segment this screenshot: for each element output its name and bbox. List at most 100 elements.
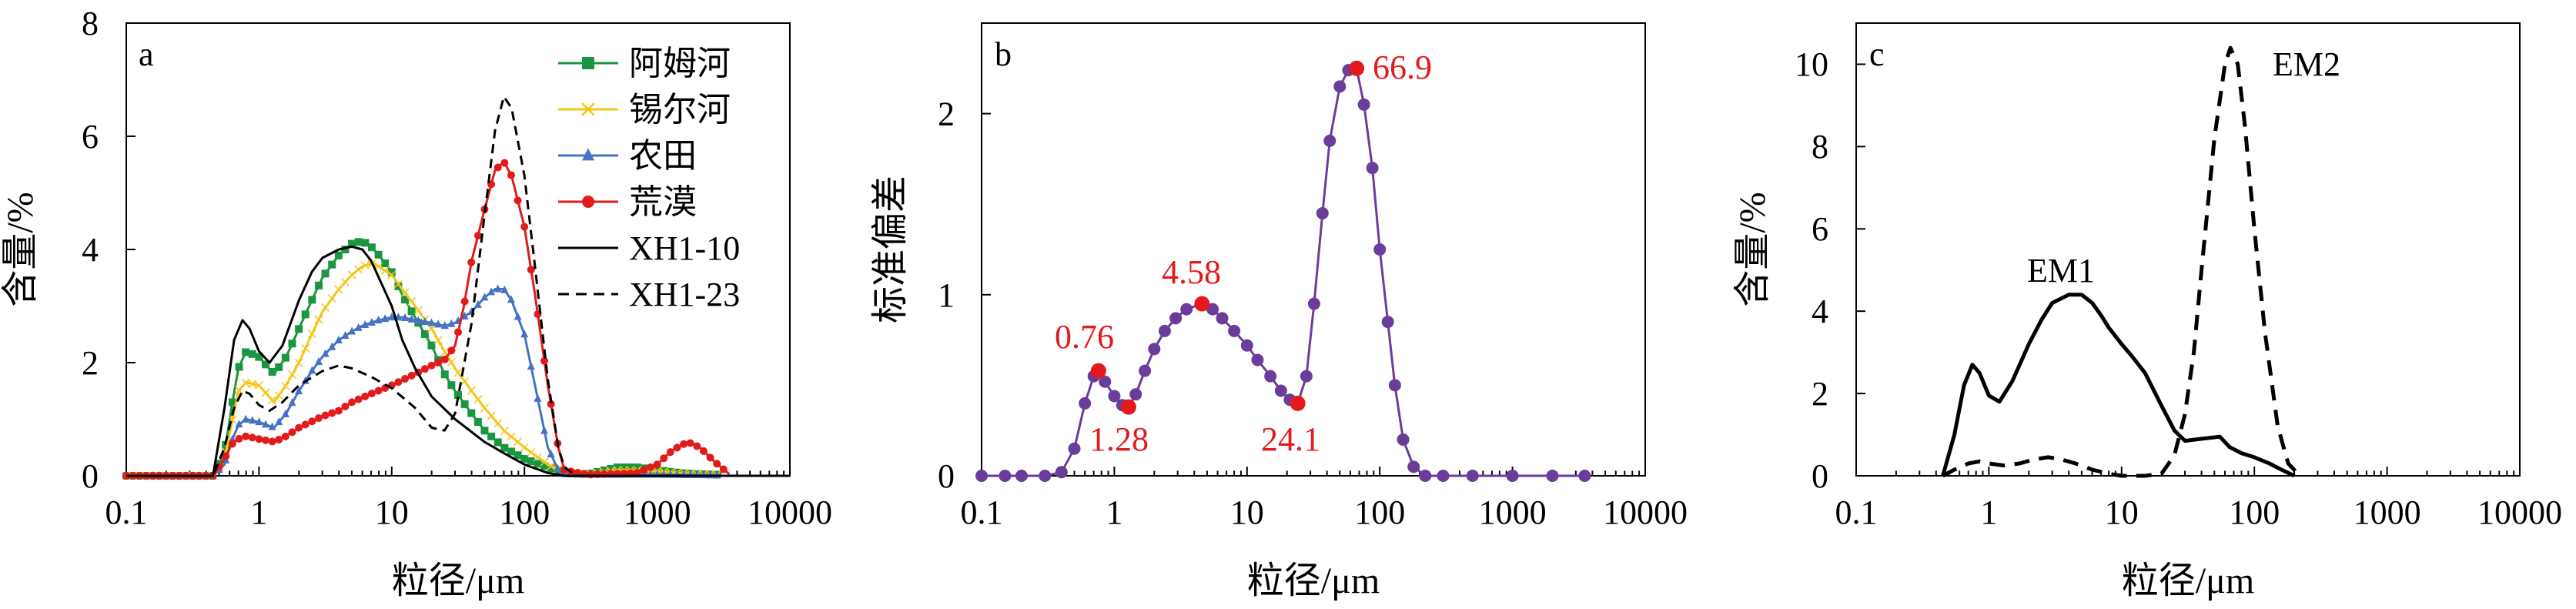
panel-b-xtick: 0.1 <box>961 494 1003 531</box>
panel-c-ytick: 0 <box>1812 457 1828 495</box>
data-point <box>999 470 1012 482</box>
panel-b-label: b <box>995 35 1012 73</box>
data-point <box>294 358 303 367</box>
data-point <box>420 330 429 338</box>
data-point <box>348 398 356 407</box>
data-point <box>594 470 602 479</box>
panel-a-ytick: 2 <box>82 344 99 382</box>
data-point <box>307 329 316 339</box>
data-point <box>713 460 721 468</box>
data-point <box>514 312 522 320</box>
data-point <box>394 282 403 290</box>
data-point <box>328 260 336 269</box>
data-point <box>401 375 410 383</box>
data-point <box>387 270 396 279</box>
data-point <box>620 463 628 471</box>
panel-c-xtick: 1000 <box>2354 494 2421 531</box>
data-point <box>228 398 236 407</box>
data-point <box>473 231 482 239</box>
data-point <box>328 409 336 417</box>
data-point <box>222 452 230 460</box>
data-point <box>374 250 383 259</box>
panel-c-ytick: 4 <box>1812 293 1828 330</box>
data-point <box>268 422 276 430</box>
data-point <box>255 435 263 443</box>
data-point <box>400 288 410 297</box>
data-point <box>275 435 283 443</box>
data-point <box>460 376 470 386</box>
series-line-XH1-23 <box>126 95 790 477</box>
data-point <box>1323 134 1337 147</box>
series-line-XH1-10 <box>126 245 790 477</box>
panel-b-y-axis-title: 标准偏差 <box>870 176 911 323</box>
data-point <box>527 266 535 274</box>
data-point <box>493 419 503 428</box>
panel-b-annotation: 1.28 <box>1089 420 1149 458</box>
highlight-point <box>1290 395 1306 411</box>
data-point <box>334 285 343 294</box>
data-point <box>673 443 681 452</box>
panel-a-ytick: 6 <box>82 118 99 156</box>
data-point <box>1148 343 1161 356</box>
data-point <box>507 447 515 456</box>
data-point <box>401 296 410 304</box>
data-point <box>387 268 396 276</box>
data-point <box>480 403 490 413</box>
panel-b-annotation: 4.58 <box>1162 253 1221 291</box>
data-point <box>493 163 502 172</box>
data-point <box>314 414 323 423</box>
panel-a-plot-area <box>122 22 790 480</box>
data-point <box>514 437 523 447</box>
data-point <box>1381 316 1394 329</box>
panel-a-xtick: 1 <box>250 494 267 531</box>
data-point <box>288 428 296 437</box>
panel-c-x-axis-title: 粒径/μm <box>2122 560 2254 601</box>
data-point <box>354 238 363 246</box>
data-point <box>514 196 522 205</box>
data-point <box>1307 297 1320 310</box>
panel-c-xtick: 10000 <box>2477 494 2562 531</box>
data-point <box>660 454 668 463</box>
data-point <box>699 447 708 455</box>
panel-a: 0.1 1 10 100 1000 10000 0 2 4 6 8 a 粒径/μ… <box>0 5 832 601</box>
panel-b-xtick: 1 <box>1106 494 1122 531</box>
data-point <box>321 269 330 278</box>
panel-a-x-ticks: 0.1 1 10 100 1000 10000 <box>105 494 833 531</box>
data-point <box>314 356 323 365</box>
data-point <box>1333 80 1347 93</box>
data-point <box>453 368 463 377</box>
panel-b-y-ticks: 0 1 2 <box>938 95 955 495</box>
data-point <box>407 371 416 380</box>
data-point <box>348 326 356 335</box>
data-point <box>706 453 714 462</box>
data-point <box>1099 375 1112 388</box>
data-point <box>500 285 509 293</box>
panel-a-xtick: 100 <box>499 494 550 531</box>
data-point <box>321 349 330 357</box>
data-point <box>666 448 674 457</box>
data-point <box>328 342 336 350</box>
panel-b-frame <box>981 22 1646 477</box>
data-point <box>520 454 529 463</box>
data-point <box>473 418 482 427</box>
data-point <box>587 470 595 479</box>
data-point <box>262 420 270 428</box>
panel-a-label: a <box>139 35 154 73</box>
series-line-EM2 <box>1942 45 2302 478</box>
data-point <box>473 395 483 404</box>
data-point <box>341 331 350 340</box>
panel-c-xtick: 10 <box>2105 494 2139 531</box>
highlight-point <box>1194 296 1210 312</box>
panel-a-y-ticks: 0 2 4 6 8 <box>82 5 99 495</box>
data-point <box>275 417 283 426</box>
data-point <box>427 318 436 326</box>
data-point <box>427 361 436 370</box>
data-point <box>1419 470 1432 482</box>
data-point <box>255 417 263 426</box>
data-point <box>354 395 363 403</box>
data-point <box>1158 324 1171 337</box>
data-point <box>295 386 303 395</box>
data-point <box>301 310 309 319</box>
data-point <box>235 420 243 428</box>
